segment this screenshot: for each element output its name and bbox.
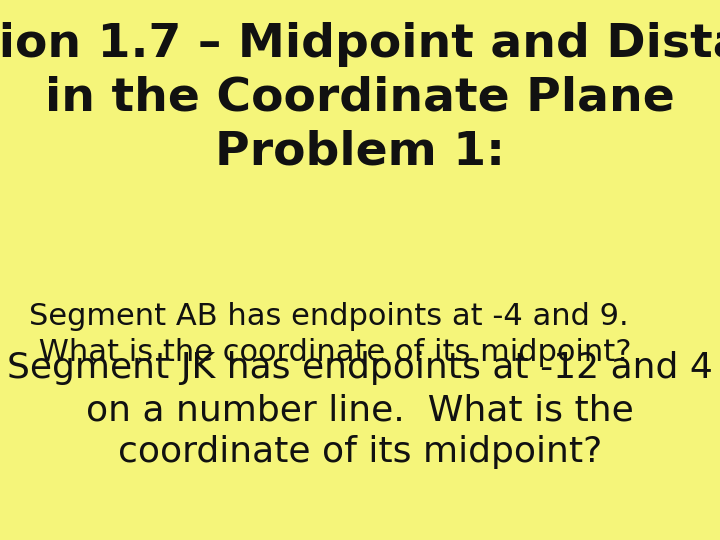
Text: Segment AB has endpoints at -4 and 9.
 What is the coordinate of its midpoint?: Segment AB has endpoints at -4 and 9. Wh…: [29, 302, 631, 367]
Text: Section 1.7 – Midpoint and Distance
in the Coordinate Plane
Problem 1:: Section 1.7 – Midpoint and Distance in t…: [0, 22, 720, 174]
Text: Segment JK has endpoints at -12 and 4
on a number line.  What is the
coordinate : Segment JK has endpoints at -12 and 4 on…: [7, 351, 713, 469]
